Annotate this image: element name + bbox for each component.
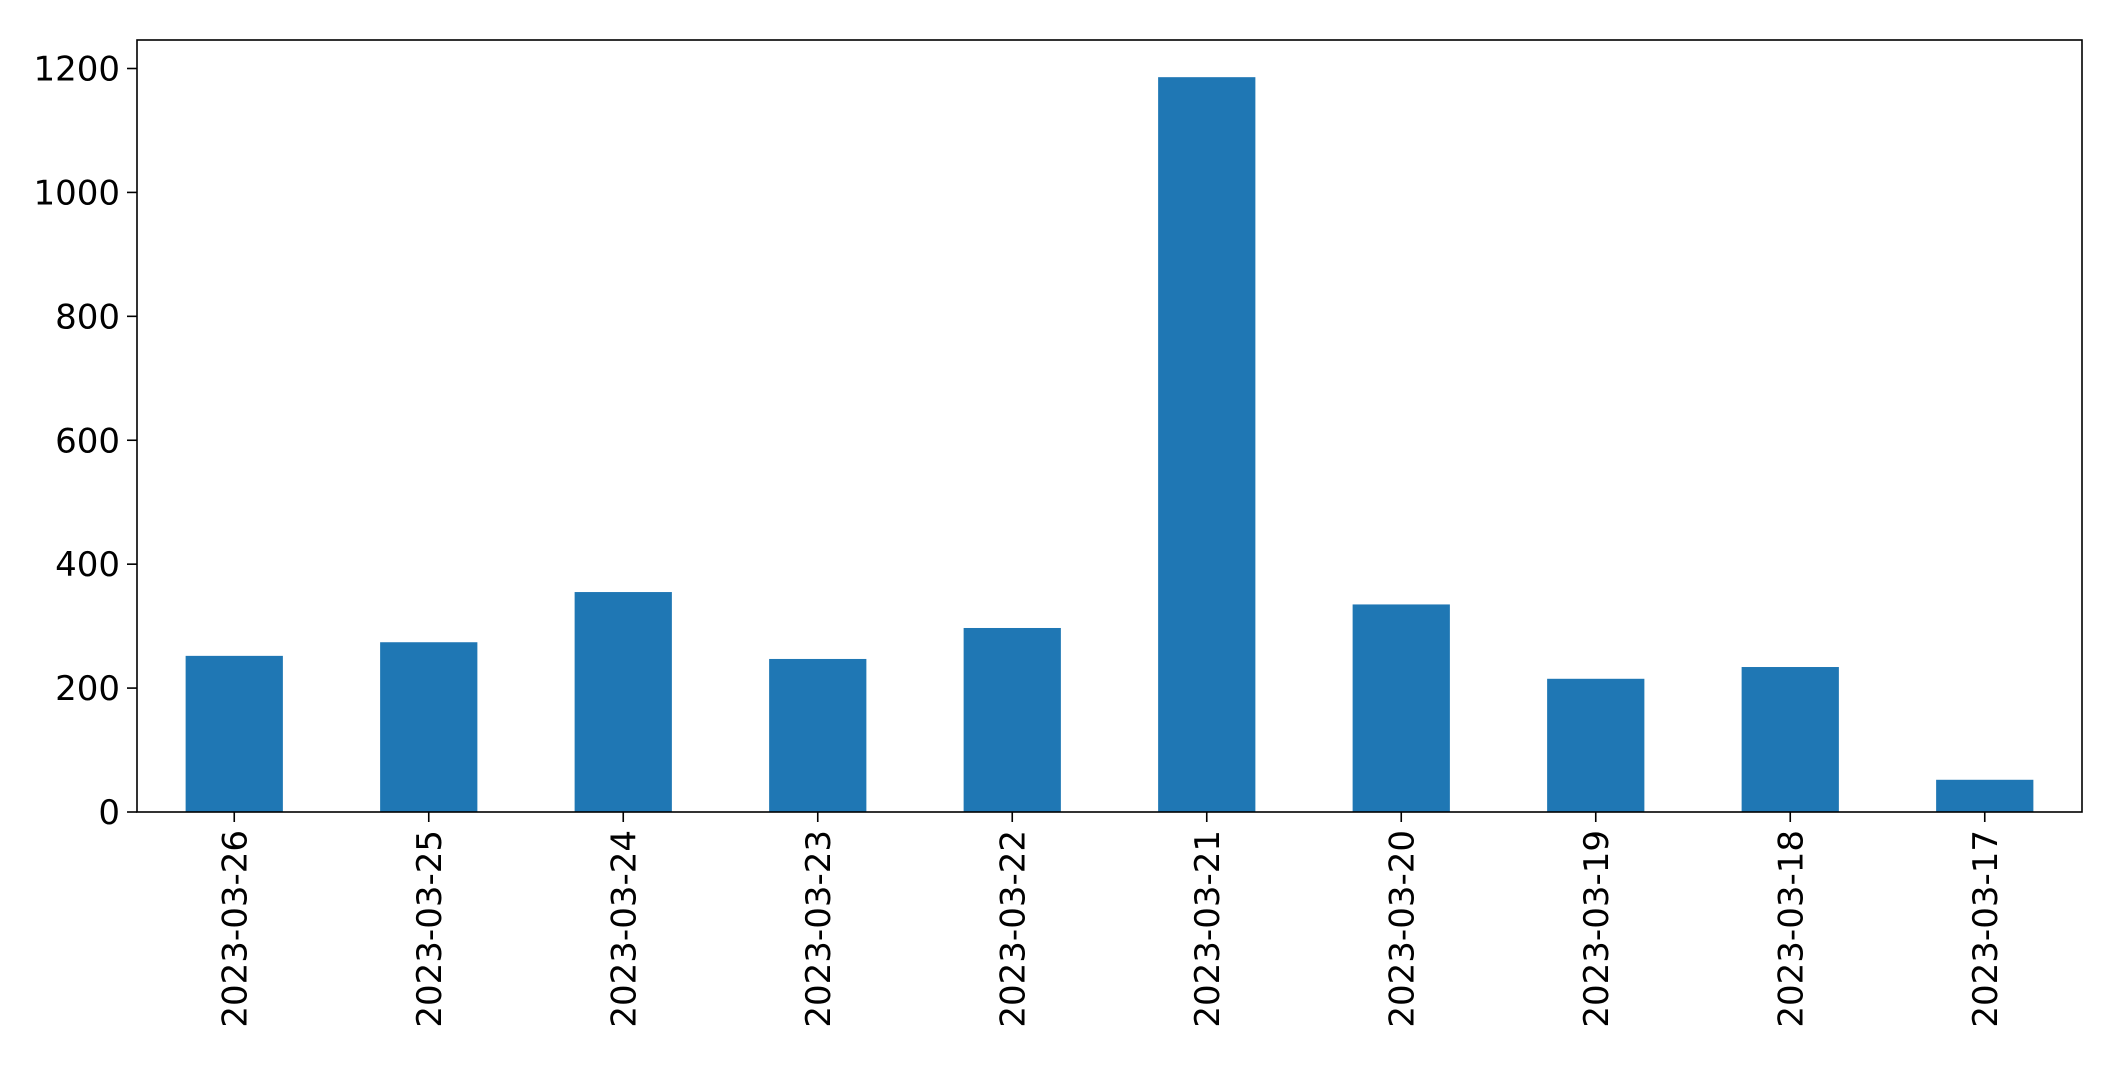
x-tick-label: 2023-03-19	[1577, 830, 1617, 1028]
y-tick-label: 200	[55, 669, 120, 709]
bar-2023-03-20	[1352, 604, 1450, 812]
bars-group	[185, 77, 2034, 813]
y-tick-label: 0	[98, 793, 120, 833]
bar-2023-03-19	[1547, 678, 1645, 812]
y-axis: 0 200 400 600 800 1000 1200	[33, 50, 137, 833]
x-tick-label: 2023-03-22	[993, 830, 1033, 1028]
y-tick-label: 1000	[33, 173, 120, 213]
x-tick-label: 2023-03-18	[1771, 830, 1811, 1028]
bar-2023-03-24	[574, 592, 672, 812]
plot-frame	[136, 39, 2083, 813]
x-tick-label: 2023-03-21	[1188, 830, 1228, 1028]
bar-2023-03-23	[769, 658, 867, 812]
x-tick-label: 2023-03-20	[1382, 830, 1422, 1028]
x-axis: 2023-03-26 2023-03-25 2023-03-24 2023-03-23…	[215, 812, 2006, 1028]
x-tick-label: 2023-03-25	[410, 830, 450, 1028]
x-tick-label: 2023-03-17	[1966, 830, 2006, 1028]
x-tick-label: 2023-03-23	[799, 830, 839, 1028]
bar-2023-03-18	[1741, 667, 1839, 812]
bar-2023-03-25	[380, 642, 478, 812]
x-tick-label: 2023-03-24	[604, 830, 644, 1028]
y-tick-label: 1200	[33, 50, 120, 90]
bar-2023-03-21	[1158, 77, 1256, 813]
x-tick-label: 2023-03-26	[215, 830, 255, 1028]
y-tick-label: 400	[55, 545, 120, 585]
y-tick-label: 800	[55, 297, 120, 337]
y-tick-label: 600	[55, 421, 120, 461]
bar-2023-03-22	[963, 627, 1061, 812]
bar-2023-03-26	[185, 655, 283, 812]
bar-2023-03-17	[1936, 779, 2034, 812]
